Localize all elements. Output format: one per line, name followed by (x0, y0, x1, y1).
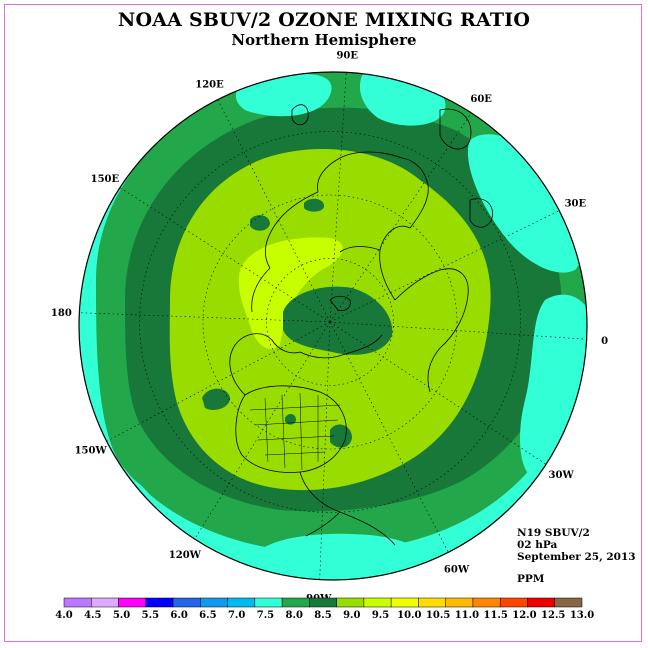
contour-blob (202, 388, 230, 410)
color-scale-box (63, 597, 92, 608)
color-scale-box (172, 597, 201, 608)
longitude-label: 150W (75, 445, 108, 456)
color-scale-tick-label: 4.5 (84, 610, 101, 621)
state-border (249, 404, 341, 411)
graticule-lines (79, 72, 587, 580)
longitude-label: 60E (470, 94, 492, 105)
units-label: PPM (517, 573, 545, 585)
longitude-label: 60W (444, 564, 470, 575)
color-scale-tick-label: 5.5 (142, 610, 159, 621)
color-scale-tick-label: 6.0 (170, 610, 187, 621)
color-scale-tick-label: 5.0 (113, 610, 130, 621)
latitude-circle (202, 194, 458, 450)
coastlines (229, 104, 493, 546)
color-scale-tick-label: 8.0 (286, 610, 303, 621)
pressure-level-label: 02 hPa (517, 539, 558, 551)
polar-low-region (283, 286, 393, 355)
color-scale-box (254, 597, 283, 608)
color-scale-box (227, 597, 256, 608)
color-scale-tick-label: 7.0 (228, 610, 245, 621)
color-scale-box (445, 597, 474, 608)
longitude-label: 150E (91, 174, 120, 185)
color-scale-tick-label: 10.5 (426, 610, 450, 621)
ocean-patch (467, 134, 582, 273)
longitude-label: 0 (601, 336, 608, 347)
color-scale-box (499, 597, 528, 608)
meridian-line (329, 112, 472, 323)
color-scale-tick-label: 6.5 (199, 610, 216, 621)
color-scale-box (472, 597, 501, 608)
color-scale-tick-label: 9.5 (372, 610, 389, 621)
color-scale-tick-label: 12.0 (512, 610, 536, 621)
longitude-label: 180 (51, 308, 72, 319)
color-scale-box (118, 597, 147, 608)
meridian-line (79, 312, 331, 323)
longitude-label: 30E (565, 199, 587, 210)
date-label: September 25, 2013 (517, 551, 636, 563)
state-border (281, 394, 286, 469)
longitude-label: 90E (336, 50, 358, 61)
latitude-circle (266, 258, 394, 386)
color-scale-box (336, 597, 365, 608)
map-subtitle: Northern Hemisphere (231, 31, 417, 49)
color-scale-box (418, 597, 446, 608)
meridian-line (119, 187, 331, 323)
color-scale-tick-label: 9.0 (343, 610, 360, 621)
state-border (254, 419, 339, 426)
meridian-line (329, 210, 560, 323)
contour-blob (285, 414, 296, 425)
color-scale-box (145, 597, 174, 608)
color-scale-box (390, 597, 419, 608)
longitude-label: 120W (169, 550, 202, 561)
contour-blob (250, 215, 270, 231)
color-scale-ticks: 4.0 4.5 5.0 5.5 6.0 6.5 7.0 7.5 8.0 8.5 9.0 9.5 10.0… (55, 610, 594, 621)
color-scale-tick-label: 10.0 (397, 610, 421, 621)
globe-boundary (78, 71, 588, 581)
longitude-label: 120E (195, 80, 224, 91)
instrument-label: N19 SBUV/2 (517, 527, 590, 539)
meridian-line (329, 72, 347, 323)
map-title: NOAA SBUV/2 OZONE MIXING RATIO (117, 9, 531, 31)
ozone-contours (79, 72, 587, 580)
contour-blob (304, 198, 325, 212)
color-scale-boxes (63, 597, 583, 608)
state-border (264, 397, 269, 463)
color-scale-box (91, 597, 119, 608)
color-scale-box (200, 597, 228, 608)
ocean-patch (235, 73, 332, 117)
state-borders (249, 392, 341, 471)
color-scale-box (527, 597, 555, 608)
color-scale-box (281, 597, 310, 608)
latitude-circle (139, 131, 521, 513)
color-scale-tick-label: 4.0 (55, 610, 72, 621)
color-scale-tick-label: 12.5 (541, 610, 565, 621)
color-scale-tick-label: 11.0 (455, 610, 479, 621)
state-border (264, 451, 326, 456)
longitude-label: 30W (549, 470, 575, 481)
color-scale-box (309, 597, 337, 608)
color-scale-tick-label: 7.5 (257, 610, 274, 621)
meridian-line (106, 321, 331, 442)
state-border (299, 392, 303, 471)
state-border (257, 435, 335, 441)
color-scale-tick-label: 11.5 (483, 610, 507, 621)
color-scale-box (554, 597, 583, 608)
color-scale-tick-label: 13.0 (570, 610, 594, 621)
color-scale-tick-label: 8.5 (314, 610, 331, 621)
meridian-line (217, 99, 331, 323)
contour-9-5 (238, 237, 343, 349)
color-scale-box (363, 597, 392, 608)
